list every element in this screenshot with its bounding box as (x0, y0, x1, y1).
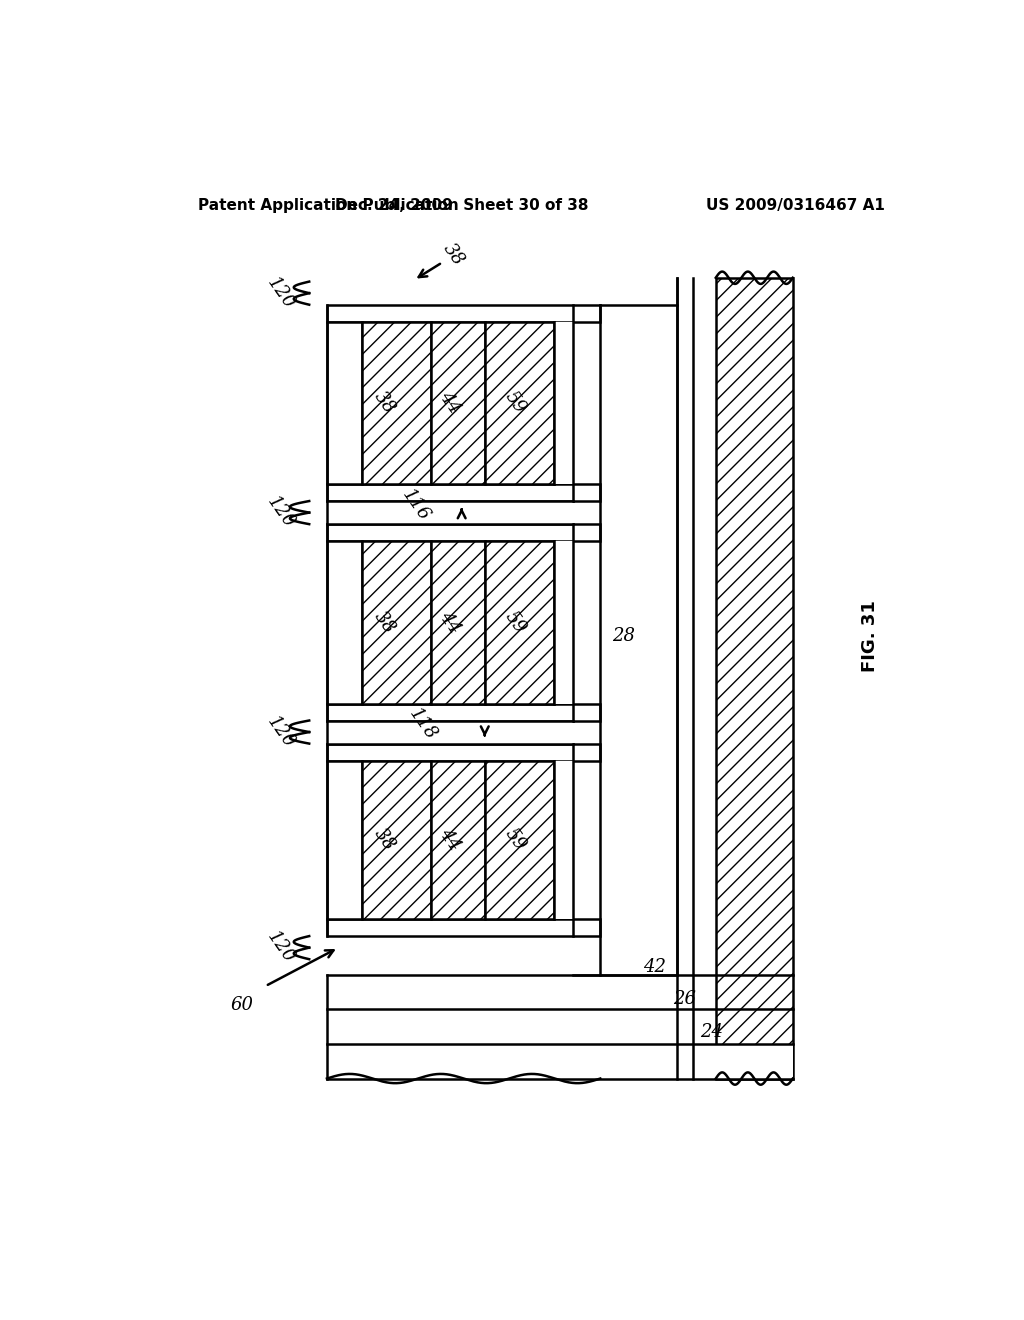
Bar (361, 760, 431, 919)
Text: 38: 38 (440, 240, 468, 269)
Text: 120: 120 (263, 494, 298, 532)
Text: 38: 38 (371, 388, 398, 417)
Text: 120: 120 (263, 713, 298, 751)
Bar (484, 541, 554, 704)
Bar (327, 541, 361, 704)
Text: 44: 44 (436, 388, 464, 417)
Text: 60: 60 (230, 997, 254, 1014)
Text: 59: 59 (502, 388, 529, 417)
Bar (361, 541, 431, 704)
Text: 38: 38 (371, 607, 398, 638)
Text: 118: 118 (406, 705, 440, 743)
Text: Patent Application Publication: Patent Application Publication (199, 198, 459, 214)
Bar (327, 919, 600, 936)
Text: 24: 24 (700, 1023, 723, 1041)
Bar (327, 760, 361, 919)
Bar (327, 1044, 793, 1078)
Text: 120: 120 (263, 273, 298, 313)
Text: Dec. 24, 2009  Sheet 30 of 38: Dec. 24, 2009 Sheet 30 of 38 (335, 198, 589, 214)
Bar (327, 743, 600, 760)
Text: 44: 44 (436, 825, 464, 854)
Bar (327, 721, 573, 743)
Text: 59: 59 (502, 607, 529, 638)
Bar (484, 322, 554, 484)
Bar (361, 322, 431, 484)
Text: US 2009/0316467 A1: US 2009/0316467 A1 (707, 198, 885, 214)
Text: 38: 38 (371, 825, 398, 854)
Bar (327, 502, 573, 524)
Bar (327, 322, 361, 484)
Text: 28: 28 (612, 627, 635, 644)
Text: 59: 59 (502, 825, 529, 854)
Bar (716, 277, 793, 1078)
Text: 26: 26 (674, 990, 696, 1008)
Text: 42: 42 (643, 958, 666, 975)
Bar (431, 760, 484, 919)
Bar (554, 322, 573, 484)
Text: 44: 44 (436, 607, 464, 638)
Bar (484, 760, 554, 919)
Bar (327, 524, 600, 541)
Bar (431, 322, 484, 484)
Bar (554, 541, 573, 704)
Bar (327, 704, 600, 721)
Bar (327, 484, 600, 502)
Text: 120: 120 (263, 928, 298, 968)
Text: 116: 116 (398, 486, 433, 524)
Bar (554, 760, 573, 919)
Text: FIG. 31: FIG. 31 (861, 599, 879, 672)
Bar (431, 541, 484, 704)
Bar (327, 305, 600, 322)
